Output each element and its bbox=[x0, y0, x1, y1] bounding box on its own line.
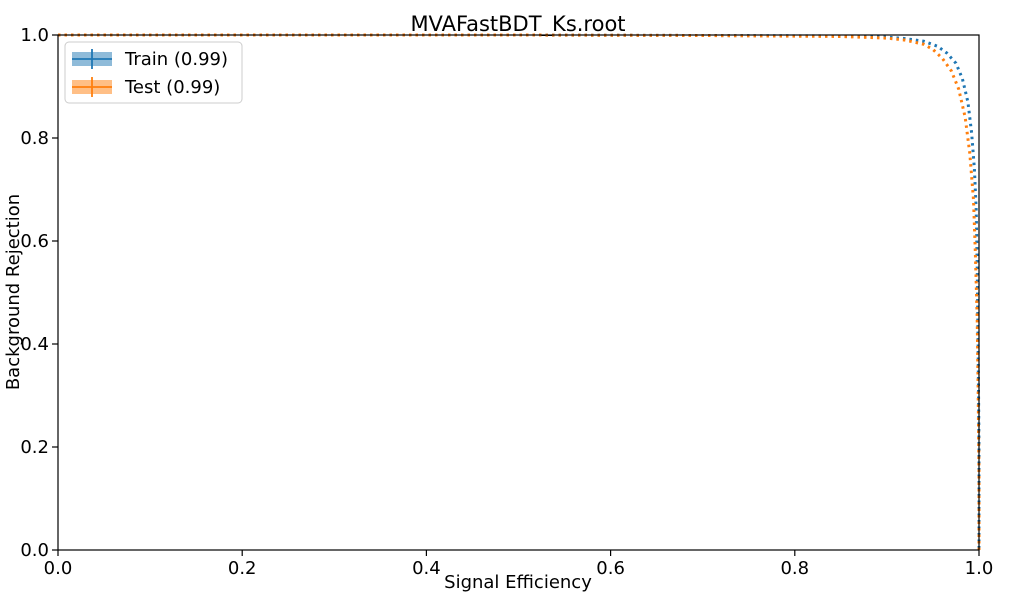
chart-title: MVAFastBDT_Ks.root bbox=[410, 12, 625, 37]
plot-frame bbox=[57, 34, 980, 551]
y-tick-label: 0.4 bbox=[20, 334, 49, 355]
legend-entry: Train (0.99) bbox=[72, 49, 228, 70]
series-line-1 bbox=[58, 33, 981, 550]
x-tick-label: 0.2 bbox=[228, 558, 257, 579]
legend-label: Test (0.99) bbox=[124, 77, 220, 98]
x-tick-label: 0.6 bbox=[596, 558, 625, 579]
y-axis: 0.0 0.2 0.4 0.6 0.8 1.0 bbox=[20, 25, 58, 561]
x-tick-label: 0.4 bbox=[412, 558, 441, 579]
y-tick-label: 0.2 bbox=[20, 437, 49, 458]
plot-area bbox=[57, 33, 981, 551]
legend: Train (0.99) Test (0.99) bbox=[64, 41, 243, 104]
x-axis-label: Signal Efficiency bbox=[444, 572, 592, 593]
series-line-2 bbox=[58, 33, 981, 550]
y-tick-label: 0.8 bbox=[20, 128, 49, 149]
legend-label: Train (0.99) bbox=[124, 49, 228, 70]
x-axis: 0.0 0.2 0.4 0.6 0.8 1.0 bbox=[44, 550, 994, 579]
y-tick-label: 0.6 bbox=[20, 231, 49, 252]
x-tick-label: 1.0 bbox=[965, 558, 994, 579]
x-tick-label: 0.8 bbox=[780, 558, 809, 579]
y-tick-label: 1.0 bbox=[20, 25, 49, 46]
y-tick-label: 0.0 bbox=[20, 540, 49, 561]
legend-entry: Test (0.99) bbox=[72, 77, 220, 98]
y-axis-label: Background Rejection bbox=[3, 194, 24, 390]
x-tick-label: 0.0 bbox=[44, 558, 73, 579]
